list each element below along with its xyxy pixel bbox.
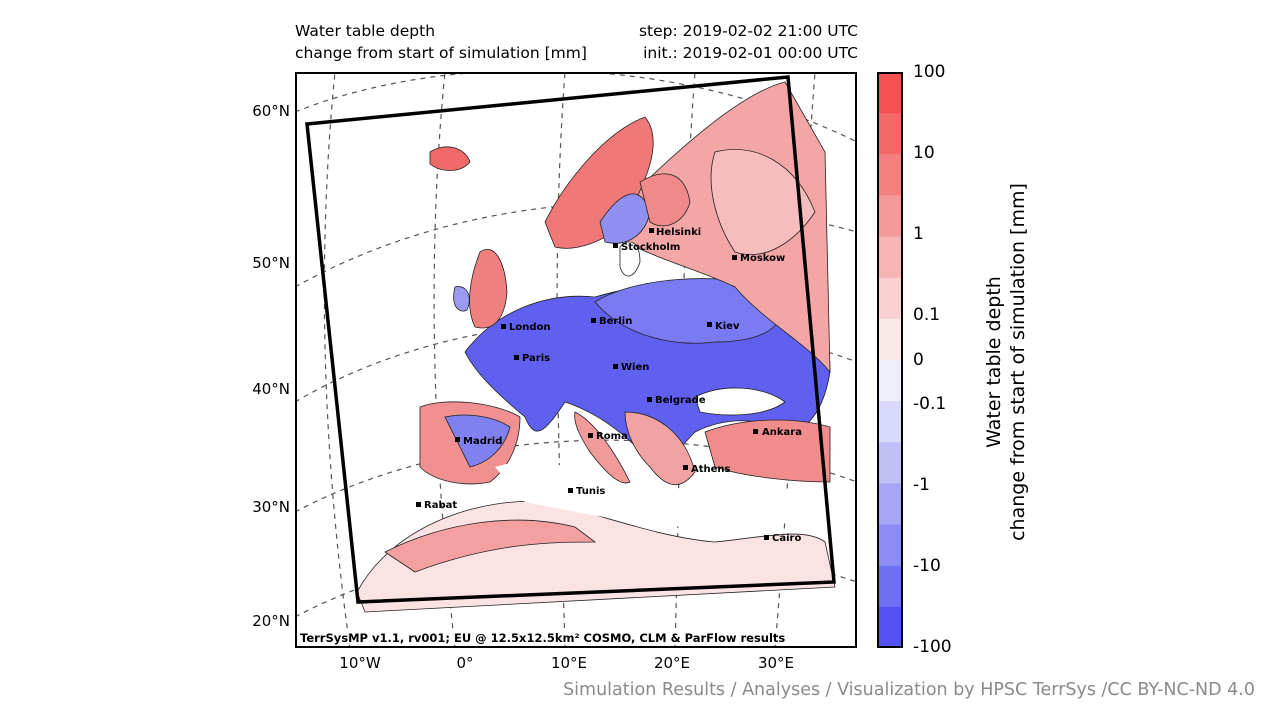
city-kiev: Kiev [707,321,740,332]
footer-credit: Simulation Results / Analyses / Visualiz… [563,680,1255,700]
city-label: London [509,322,551,333]
title-line1: Water table depth [295,22,436,40]
lon-label-20e: 20°E [653,654,691,672]
city-cairo: Cairo [764,533,801,544]
city-tunis: Tunis [568,486,605,497]
city-london: London [501,322,551,333]
city-label: Stockholm [621,242,680,253]
colorbar-segment [877,113,903,155]
cb-tick-1: 1 [913,224,924,244]
city-label: Cairo [772,533,801,544]
city-label: Kiev [715,321,740,332]
lon-label-0: 0° [456,654,474,672]
colorbar-segment [877,318,903,361]
city-madrid: Madrid [455,436,502,447]
lon-label-10w: 10°W [339,654,381,672]
cb-tick-100: 100 [913,62,946,82]
city-label: Paris [522,353,550,364]
cb-tick-0: 0 [913,350,924,370]
lat-label-40: 40°N [252,380,290,398]
colorbar-segment [877,360,903,402]
colorbar-segment [877,524,903,567]
city-label: Berlin [599,316,632,327]
city-athens: Athens [683,464,731,475]
city-belgrade: Belgrade [647,395,706,406]
lat-label-50: 50°N [252,254,290,272]
city-label: Madrid [463,436,502,447]
colorbar-segment [877,72,903,114]
city-markers: Helsinki Stockholm Moskow London Berlin … [416,227,802,544]
lon-label-10e: 10°E [550,654,588,672]
city-paris: Paris [514,353,550,364]
city-label: Wien [621,362,649,373]
city-label: Moskow [740,253,785,264]
city-label: Helsinki [656,227,701,238]
cb-label-line1: Water table depth [983,276,1005,448]
city-roma: Roma [588,431,628,442]
colorbar-label: Water table depth change from start of s… [982,112,1030,612]
lat-label-20: 20°N [252,612,290,630]
map-title: Water table depth change from start of si… [295,20,587,64]
lat-label-60: 60°N [252,102,290,120]
time-info: step: 2019-02-02 21:00 UTC init.: 2019-02… [639,20,858,64]
lat-label-30: 30°N [252,498,290,516]
cb-tick-neg1: -1 [913,475,930,495]
cb-tick-neg100: -100 [913,637,952,657]
city-helsinki: Helsinki [649,227,701,238]
step-time: step: 2019-02-02 21:00 UTC [638,22,858,40]
city-label: Ankara [762,427,802,438]
city-label: Roma [596,431,628,442]
city-label: Rabat [424,500,457,511]
colorbar-segment [877,236,903,279]
city-ankara: Ankara [753,427,802,438]
cb-tick-10: 10 [913,143,935,163]
city-berlin: Berlin [591,316,632,327]
colorbar-segment [877,277,903,320]
map-border [295,72,857,648]
cb-tick-0.1: 0.1 [913,305,941,325]
lon-label-30e: 30°E [757,654,795,672]
colorbar-segment [877,442,903,484]
colorbar-segment [877,195,903,238]
colorbar [877,72,903,648]
europe-map: Helsinki Stockholm Moskow London Berlin … [295,72,857,648]
colorbar-segment [877,401,903,443]
city-label: Tunis [576,486,605,497]
city-stockholm: Stockholm [613,242,680,253]
city-moskow: Moskow [732,253,785,264]
domain-boundary [305,75,836,604]
colorbar-segment [877,606,903,648]
city-label: Athens [691,464,731,475]
cb-tick-neg0.1: -0.1 [913,394,947,414]
city-wien: Wien [613,362,649,373]
map-area: Helsinki Stockholm Moskow London Berlin … [295,72,857,648]
city-label: Belgrade [655,395,706,406]
title-line2: change from start of simulation [mm] [295,44,587,62]
city-rabat: Rabat [416,500,457,511]
model-credit: TerrSysMP v1.1, rv001; EU @ 12.5x12.5km²… [298,631,788,645]
colorbar-segment [877,483,903,526]
land [356,81,836,613]
colorbar-segment [877,565,903,608]
colorbar-border [877,72,903,648]
cb-label-line2: change from start of simulation [mm] [1007,183,1029,541]
init-time: init.: 2019-02-01 00:00 UTC [643,44,858,62]
cb-tick-neg10: -10 [913,556,941,576]
colorbar-segment [877,154,903,196]
